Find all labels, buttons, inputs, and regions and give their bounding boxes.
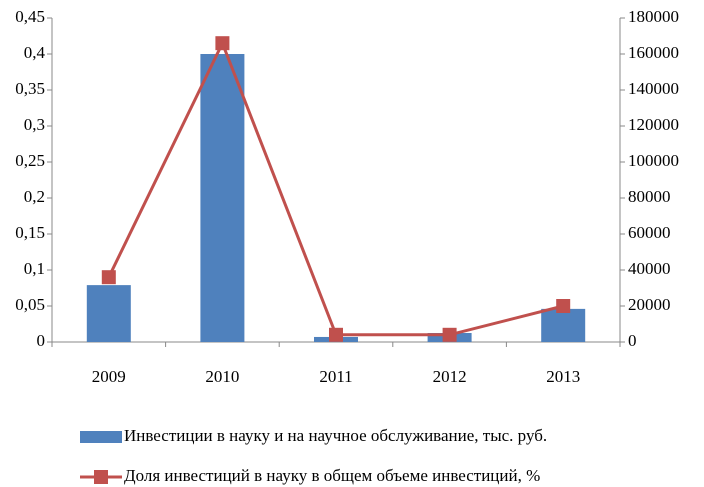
bar: [541, 308, 586, 342]
legend-label: Инвестиции в науку и на научное обслужив…: [124, 426, 547, 445]
y2-tick-label: 80000: [628, 187, 671, 206]
y2-tick-label: 40000: [628, 259, 671, 278]
bar: [200, 54, 245, 342]
y2-tick-label: 100000: [628, 151, 679, 170]
marker: [442, 327, 457, 342]
x-tick-label: 2011: [319, 367, 352, 386]
y2-tick-label: 180000: [628, 7, 679, 26]
marker: [215, 36, 230, 51]
x-tick-label: 2010: [205, 367, 239, 386]
x-tick-label: 2009: [92, 367, 126, 386]
legend-label: Доля инвестиций в науку в общем объеме и…: [124, 466, 540, 485]
y2-tick-label: 160000: [628, 43, 679, 62]
y-tick-label: 0: [37, 331, 46, 350]
y-tick-label: 0,4: [24, 43, 46, 62]
y2-tick-label: 120000: [628, 115, 679, 134]
legend-swatch: [94, 470, 108, 484]
y-tick-label: 0,25: [15, 151, 45, 170]
line: [107, 39, 564, 337]
y2-tick-label: 20000: [628, 295, 671, 314]
y-tick-label: 0,1: [24, 259, 45, 278]
marker: [329, 327, 343, 342]
marker: [101, 270, 116, 285]
y2-tick-label: 0: [628, 331, 637, 350]
x-tick-label: 2012: [433, 367, 467, 386]
y-tick-label: 0,35: [15, 79, 45, 98]
legend-swatch: [80, 431, 122, 443]
y2-tick-label: 140000: [628, 79, 679, 98]
y-tick-label: 0,15: [15, 223, 45, 242]
y-tick-label: 0,2: [24, 187, 45, 206]
marker: [556, 299, 571, 313]
y2-tick-label: 60000: [628, 223, 671, 242]
bar: [86, 285, 131, 342]
y-tick-label: 0,05: [15, 295, 45, 314]
y-tick-label: 0,3: [24, 115, 45, 134]
x-tick-label: 2013: [546, 367, 580, 386]
y-tick-label: 0,45: [15, 7, 45, 26]
